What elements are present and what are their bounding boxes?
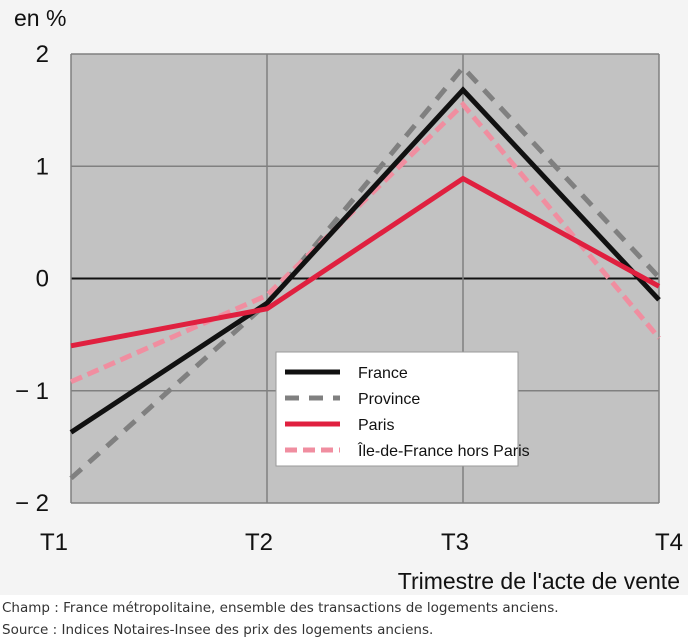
y-tick-label: 1 [36, 153, 49, 180]
legend: France Province Paris Île-de-France hors Pa… [275, 351, 530, 467]
legend-label: France [358, 365, 408, 382]
source-note: Source : Indices Notaires-Insee des prix… [2, 622, 434, 638]
line-chart: France Province Paris Île-de-France hors Pa… [14, 5, 683, 594]
x-tick-label: T1 [40, 529, 68, 556]
legend-label: Paris [358, 417, 394, 434]
series-line [69, 63, 661, 481]
y-axis-label: en % [14, 5, 66, 31]
chart-notes: Champ : France métropolitaine, ensemble … [2, 597, 559, 641]
x-tick-label: T4 [655, 529, 683, 556]
y-tick-label: 2 [36, 41, 49, 68]
chart-figure: France Province Paris Île-de-France hors Pa… [0, 0, 688, 595]
y-tick-label: − 1 [15, 378, 49, 405]
series-line [70, 175, 661, 349]
legend-label: Île-de-France hors Paris [357, 441, 530, 460]
scope-note: Champ : France métropolitaine, ensemble … [2, 600, 559, 616]
x-axis-label: Trimestre de l'acte de vente [398, 568, 680, 594]
series-line [69, 86, 661, 435]
x-tick-label: T2 [245, 529, 273, 556]
y-tick-label: − 2 [15, 490, 49, 517]
x-tick-label: T3 [441, 529, 469, 556]
y-tick-label: 0 [36, 266, 49, 293]
series-lines [69, 63, 661, 481]
legend-label: Province [358, 391, 420, 408]
tick-labels: 2 1 0 − 1 − 2 T1 T2 T3 T4 [15, 41, 683, 556]
